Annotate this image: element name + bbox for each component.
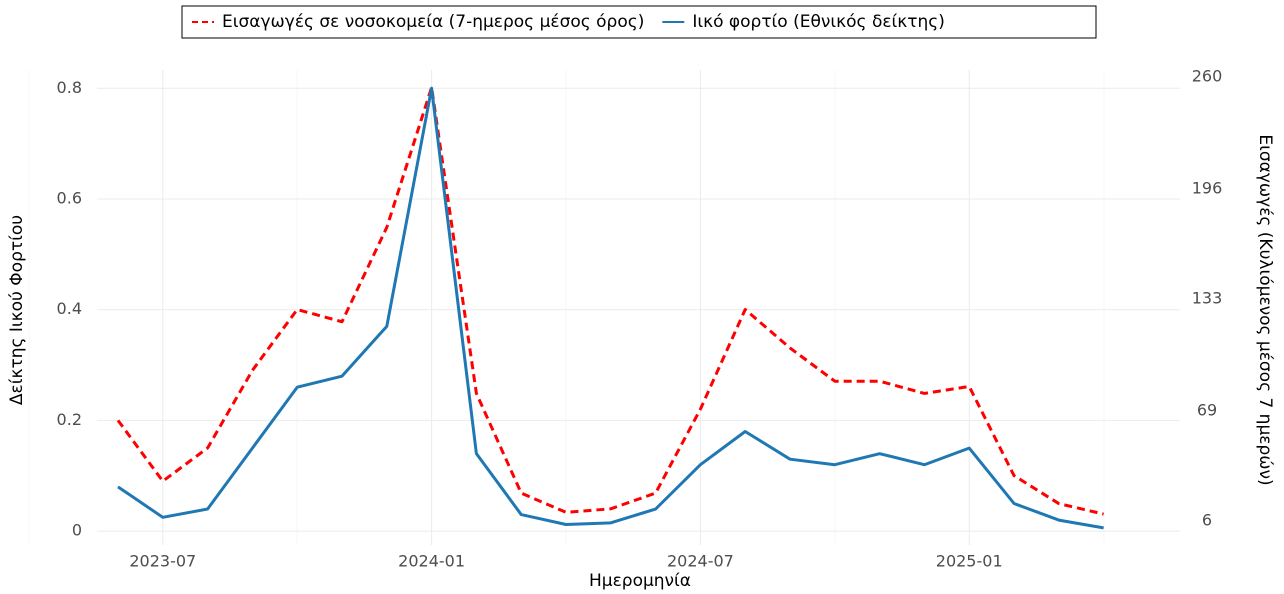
legend-box xyxy=(181,5,1097,39)
series-line xyxy=(117,86,1104,530)
y-tick-label: 0 xyxy=(72,521,82,540)
series-line xyxy=(116,85,1104,516)
y2-tick-label: 260 xyxy=(1192,66,1223,85)
y2-axis-title: Εισαγωγές (Κυλιόμενος μέσος 7 ημερών) xyxy=(1255,134,1275,485)
y-tick-label: 0.4 xyxy=(57,299,82,318)
x-tick-label: 2023-07 xyxy=(129,552,196,571)
x-axis-title: Ημερομηνία xyxy=(589,571,691,590)
minor-grid xyxy=(28,70,1105,545)
legend-label: Εισαγωγές σε νοσοκομεία (7-ημερος μέσος … xyxy=(222,12,644,32)
y-axis-title: Δείκτης Ιικού Φορτίου xyxy=(7,215,27,405)
legend-label: Ιικό φορτίο (Εθνικός δείκτης) xyxy=(692,12,945,32)
x-tick-label: 2024-01 xyxy=(398,552,465,571)
y2-tick-label: 6 xyxy=(1202,511,1212,530)
y-tick-label: 0.6 xyxy=(57,188,82,207)
y2-tick-label: 69 xyxy=(1197,400,1217,419)
y2-tick-label: 196 xyxy=(1192,178,1223,197)
x-tick-label: 2025-01 xyxy=(936,552,1003,571)
x-tick-label: 2024-07 xyxy=(667,552,734,571)
y2-tick-label: 133 xyxy=(1192,289,1223,308)
y-tick-label: 0.2 xyxy=(57,410,82,429)
y-tick-label: 0.8 xyxy=(57,78,82,97)
